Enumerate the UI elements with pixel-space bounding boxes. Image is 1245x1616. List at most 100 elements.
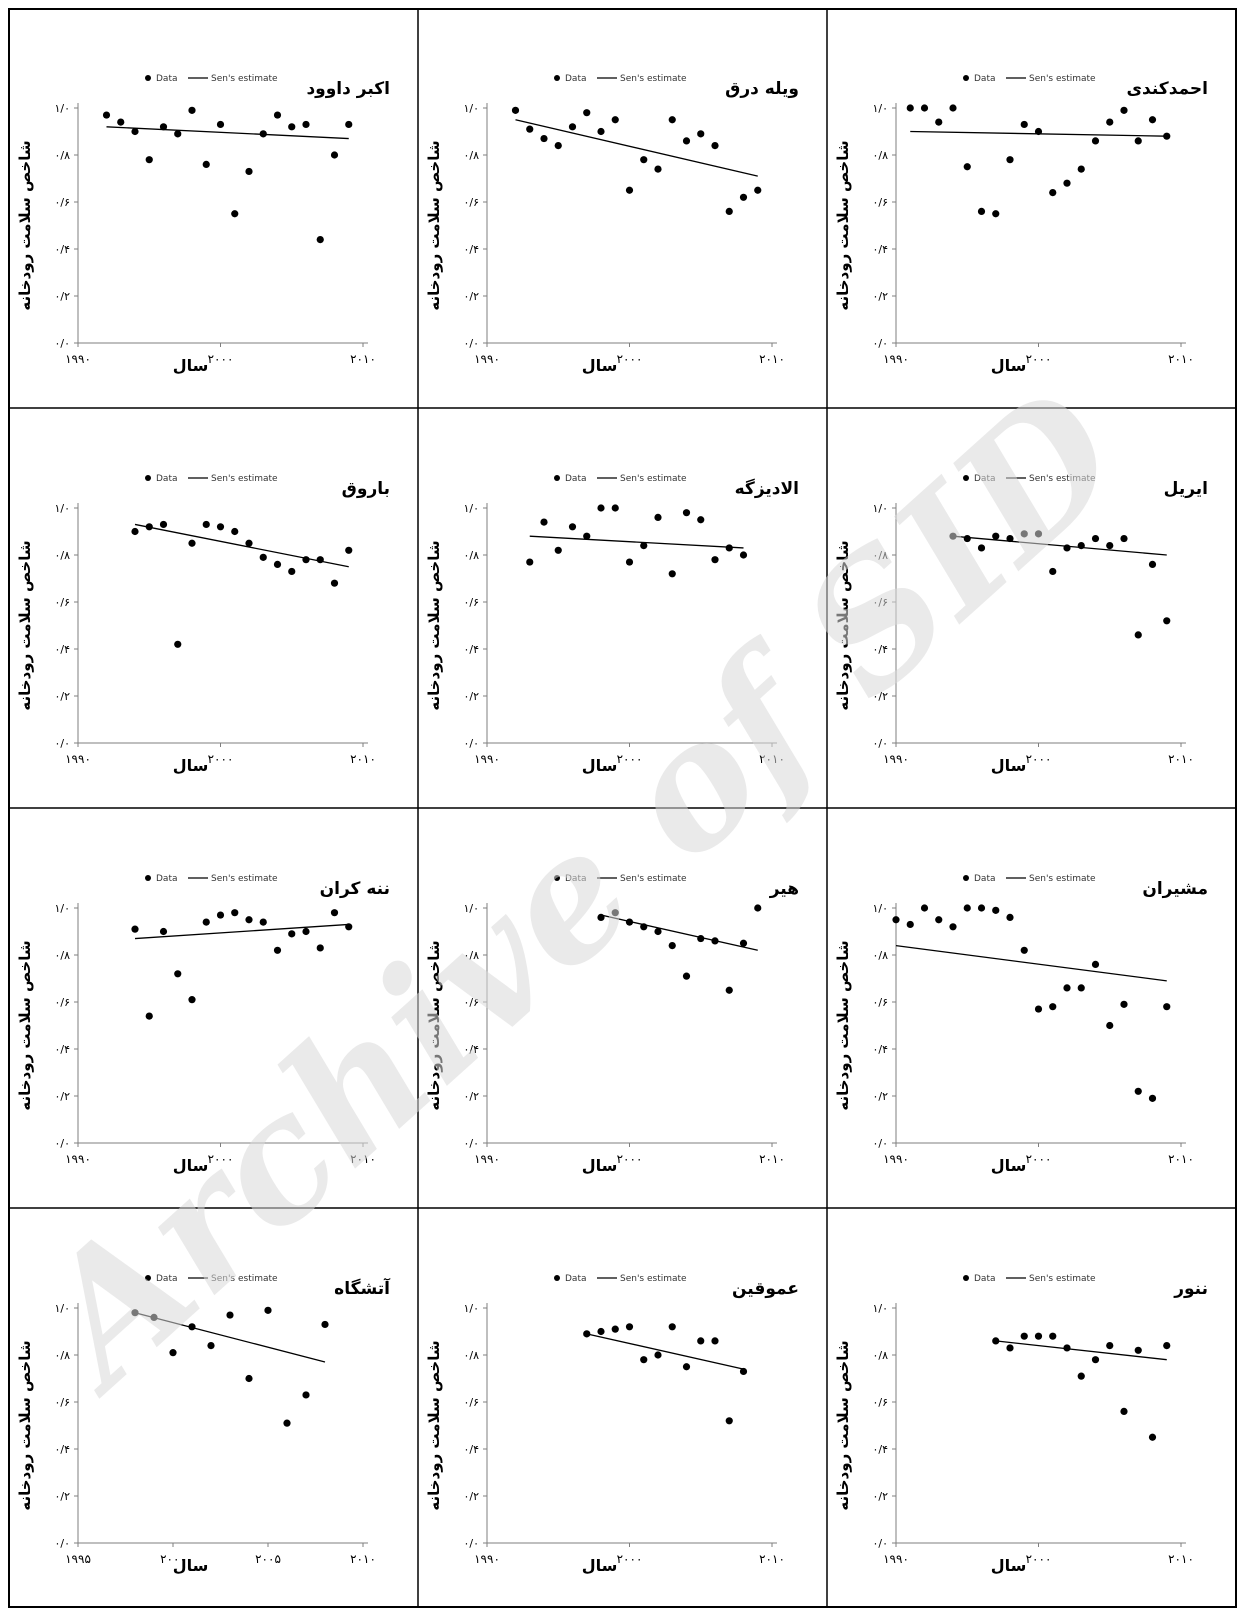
chart-title: باروق	[342, 479, 390, 499]
y-tick-label: ۰/۰	[54, 1137, 70, 1150]
data-point	[697, 130, 705, 138]
data-point	[739, 193, 748, 201]
chart-title: آتشگاه	[334, 1277, 391, 1299]
data-point	[654, 513, 662, 521]
legend-trend-label: Sen's estimate	[620, 474, 687, 484]
legend-data-label: Data	[565, 874, 587, 884]
data-point	[1063, 1344, 1071, 1352]
data-point	[992, 906, 1000, 914]
data-point	[330, 909, 339, 917]
legend-data-label: Data	[974, 1274, 996, 1284]
figure-panel-grid: ۰/۰ ۰/۲ ۰/۴ ۰/۶ ۰/۸ ۱/۰ ۱۹۹۰ ۲۰۰۰ ۲۰۱۰ شاخص سلامت…	[8, 8, 1237, 1608]
data-point	[1006, 1344, 1014, 1352]
data-point	[1063, 544, 1071, 552]
data-point	[259, 918, 267, 926]
data-point	[1120, 1407, 1128, 1415]
data-point	[1034, 530, 1043, 538]
y-axis-label: شاخص سلامت رودخانه	[834, 140, 852, 310]
y-tick-label: ۰/۴	[54, 1443, 70, 1456]
data-point	[131, 1309, 139, 1317]
data-point	[174, 130, 182, 138]
legend-data-marker	[963, 1275, 969, 1281]
data-point	[202, 520, 210, 529]
x-tick-label: ۲۰۰۰	[208, 1152, 234, 1166]
data-point	[288, 930, 296, 938]
data-point	[1134, 137, 1142, 145]
x-axis-label: سال	[173, 1556, 209, 1575]
y-tick-label: ۰/۸	[872, 149, 888, 162]
legend-data-label: Data	[156, 474, 178, 484]
y-tick-label: ۰/۸	[54, 949, 70, 962]
data-point	[682, 972, 691, 980]
data-point	[1034, 1332, 1043, 1340]
data-point	[1077, 542, 1085, 550]
chart-legend: Data Sen's estimate	[963, 74, 1096, 84]
data-point	[202, 160, 210, 168]
data-point	[992, 1337, 1000, 1345]
y-tick-label: ۰/۰	[872, 1137, 888, 1150]
data-point	[711, 556, 719, 564]
y-tick-label: ۱/۰	[463, 102, 479, 115]
data-point	[725, 207, 733, 215]
data-point	[977, 544, 986, 552]
y-tick-label: ۰/۲	[463, 290, 479, 303]
x-axis-label: سال	[582, 756, 618, 775]
legend-trend-label: Sen's estimate	[1029, 874, 1096, 884]
chart-title: هیر	[769, 879, 799, 899]
x-tick-label: ۲۰۱۰	[759, 1152, 785, 1166]
y-tick-label: ۰/۶	[463, 1396, 479, 1409]
data-point	[554, 142, 562, 150]
x-tick-label: ۱۹۹۰	[883, 752, 909, 766]
data-point	[625, 1323, 634, 1331]
y-tick-label: ۰/۲	[54, 1090, 70, 1103]
data-point	[1148, 560, 1157, 568]
data-point	[1049, 189, 1057, 197]
data-point	[906, 104, 914, 112]
y-tick-label: ۰/۰	[54, 1537, 70, 1550]
data-point	[1091, 1356, 1100, 1364]
y-tick-label: ۰/۲	[872, 290, 888, 303]
chart-panel: ۰/۰ ۰/۲ ۰/۴ ۰/۶ ۰/۸ ۱/۰ ۱۹۹۵ ۲۰۰۰ ۲۰۰۵ ۲۰۱۰ شاخص س…	[16, 1274, 391, 1575]
x-tick-label: ۲۰۰۰	[1026, 1552, 1052, 1566]
data-point	[302, 1391, 310, 1399]
data-point	[188, 539, 196, 547]
data-point	[682, 1363, 691, 1371]
data-point	[131, 925, 139, 933]
y-tick-label: ۱/۰	[872, 102, 888, 115]
data-point	[625, 918, 634, 926]
data-point	[611, 1325, 619, 1333]
y-tick-label: ۰/۲	[463, 1090, 479, 1103]
y-tick-label: ۱/۰	[872, 902, 888, 915]
chart-panel: ۰/۰ ۰/۲ ۰/۴ ۰/۶ ۰/۸ ۱/۰ ۱۹۹۰ ۲۰۰۰ ۲۰۱۰ شاخص سلامت…	[834, 474, 1208, 775]
y-tick-label: ۰/۸	[54, 1349, 70, 1362]
y-tick-label: ۰/۶	[54, 996, 70, 1009]
legend-data-marker	[554, 1275, 560, 1281]
chart-title: ایریل	[1164, 479, 1208, 499]
y-axis-label: شاخص سلامت رودخانه	[425, 540, 443, 710]
x-tick-label: ۲۰۱۰	[759, 1552, 785, 1566]
data-point	[145, 523, 153, 531]
data-point	[754, 186, 762, 194]
x-tick-label: ۲۰۱۰	[350, 1152, 376, 1166]
data-point	[302, 556, 310, 564]
data-point	[288, 123, 296, 131]
y-axis-label: شاخص سلامت رودخانه	[425, 1340, 443, 1510]
data-point	[245, 167, 253, 176]
data-point	[1077, 1372, 1085, 1380]
data-point	[216, 911, 225, 919]
x-tick-label: ۱۹۹۰	[883, 352, 909, 366]
data-point	[711, 142, 719, 150]
data-point	[906, 920, 914, 929]
data-point	[1006, 534, 1014, 543]
data-point	[1148, 116, 1157, 124]
data-point	[1091, 137, 1100, 145]
data-point	[668, 942, 676, 950]
y-tick-label: ۰/۶	[54, 596, 70, 609]
data-point	[697, 934, 705, 943]
data-point	[1163, 1342, 1171, 1350]
x-tick-label: ۲۰۱۰	[350, 1552, 376, 1566]
data-point	[231, 527, 239, 536]
data-point	[640, 156, 648, 164]
legend-trend-label: Sen's estimate	[211, 74, 278, 84]
y-tick-label: ۰/۸	[872, 1349, 888, 1362]
